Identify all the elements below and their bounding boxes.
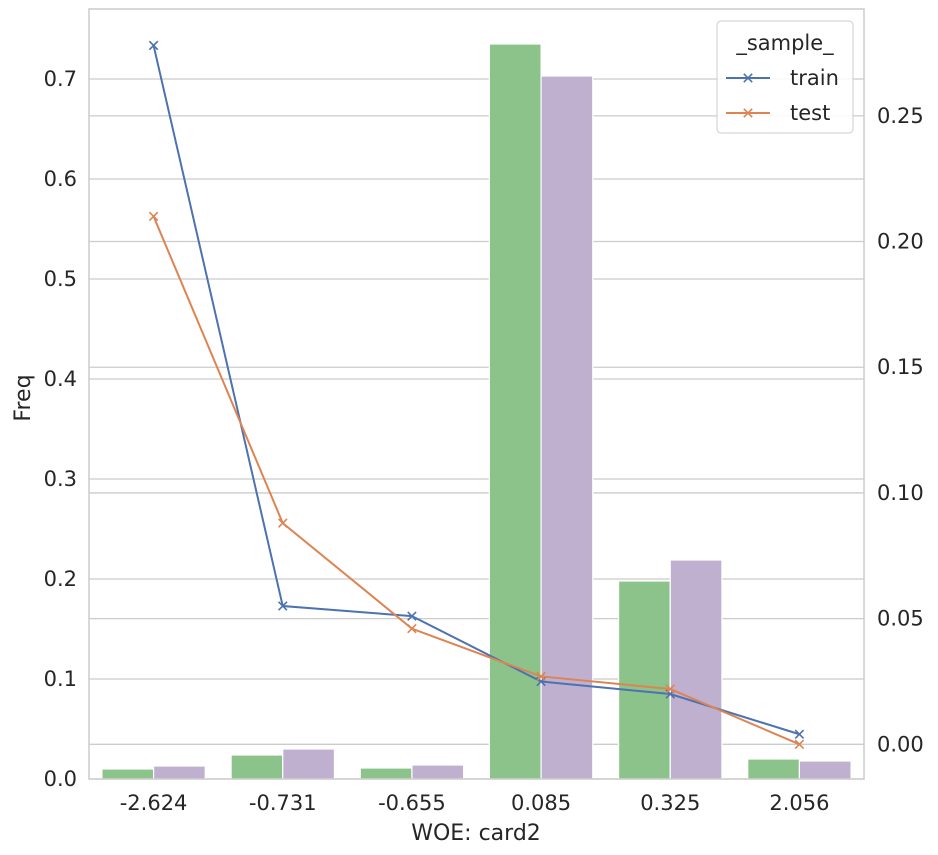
line-point bbox=[536, 671, 546, 682]
x-tick-label: 2.056 bbox=[769, 791, 829, 815]
left-tick-label: 0.7 bbox=[44, 67, 77, 91]
line-point bbox=[743, 73, 753, 83]
x-tick-label: -0.731 bbox=[249, 791, 317, 815]
grid-layer bbox=[89, 78, 864, 780]
bar bbox=[747, 758, 801, 780]
right-tick-label: 0.00 bbox=[877, 732, 924, 756]
line-point bbox=[148, 211, 159, 222]
x-tick-label: -2.624 bbox=[120, 791, 188, 815]
lines-layer bbox=[148, 40, 805, 750]
series-line bbox=[152, 216, 800, 746]
line-point bbox=[407, 623, 417, 634]
line-point bbox=[277, 518, 288, 528]
y-axis-label: Freq bbox=[11, 374, 36, 421]
left-tick-label: 0.0 bbox=[44, 767, 77, 791]
x-tick-label: 0.325 bbox=[640, 791, 700, 815]
x-tick-label: -0.655 bbox=[378, 791, 446, 815]
bar bbox=[101, 768, 155, 780]
line-point bbox=[277, 601, 288, 611]
bar bbox=[230, 754, 284, 780]
bar bbox=[798, 760, 852, 780]
line-point bbox=[148, 40, 159, 51]
right-tick-label: 0.05 bbox=[877, 607, 924, 631]
right-tick-label: 0.20 bbox=[877, 230, 924, 254]
right-tick-label: 0.15 bbox=[877, 355, 924, 379]
line-point bbox=[743, 108, 753, 118]
legend-label: train bbox=[790, 66, 839, 90]
plot-frame bbox=[88, 8, 865, 780]
bar bbox=[540, 75, 594, 780]
bar bbox=[359, 767, 413, 780]
line-point bbox=[665, 684, 676, 694]
x-tick-label: 0.085 bbox=[511, 791, 571, 815]
bar bbox=[152, 765, 206, 780]
left-tick-label: 0.4 bbox=[44, 367, 77, 391]
legend-title: _sample_ bbox=[735, 31, 834, 56]
legend: _sample_ train test bbox=[716, 20, 854, 134]
bar bbox=[411, 764, 465, 780]
left-tick-label: 0.3 bbox=[44, 467, 77, 491]
ticks-layer: 0.0 0.1 0.2 0.3 0.4 0.5 0.6 0.7 0.00 0.05 0.10 0.15… bbox=[44, 67, 924, 815]
line-point bbox=[794, 739, 805, 750]
left-tick-label: 0.5 bbox=[44, 267, 77, 291]
left-tick-label: 0.1 bbox=[44, 667, 77, 691]
line-point bbox=[794, 729, 805, 740]
legend-entries: train test bbox=[726, 66, 839, 125]
right-tick-label: 0.25 bbox=[877, 104, 924, 128]
series-line bbox=[152, 45, 800, 736]
bar bbox=[617, 580, 671, 780]
left-tick-label: 0.6 bbox=[44, 167, 77, 191]
bars-layer bbox=[101, 43, 852, 780]
left-tick-label: 0.2 bbox=[44, 567, 77, 591]
legend-label: test bbox=[790, 101, 830, 125]
right-tick-label: 0.10 bbox=[877, 481, 924, 505]
x-axis-label: WOE: card2 bbox=[411, 821, 541, 846]
bar bbox=[669, 559, 723, 780]
line-point bbox=[407, 611, 417, 621]
bar bbox=[282, 748, 336, 780]
legend-box bbox=[716, 20, 854, 134]
